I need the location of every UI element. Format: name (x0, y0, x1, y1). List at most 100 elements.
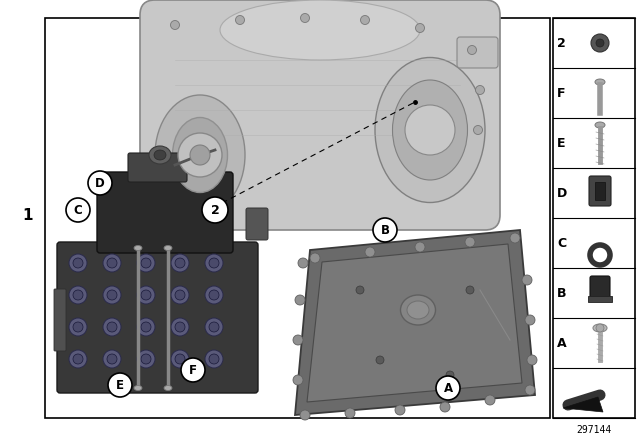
Circle shape (345, 408, 355, 418)
Circle shape (301, 13, 310, 22)
Polygon shape (563, 397, 603, 412)
Circle shape (103, 254, 121, 272)
Circle shape (103, 350, 121, 368)
Circle shape (293, 375, 303, 385)
Circle shape (73, 258, 83, 268)
Circle shape (360, 16, 369, 25)
Text: B: B (381, 224, 390, 237)
Ellipse shape (595, 122, 605, 128)
Circle shape (596, 39, 604, 47)
Circle shape (209, 322, 219, 332)
Circle shape (171, 286, 189, 304)
Bar (588, 296, 612, 302)
Circle shape (171, 350, 189, 368)
FancyBboxPatch shape (54, 289, 66, 351)
Polygon shape (307, 244, 522, 402)
Circle shape (525, 315, 535, 325)
FancyBboxPatch shape (246, 208, 268, 240)
Circle shape (310, 253, 320, 263)
Circle shape (137, 254, 155, 272)
Circle shape (405, 105, 455, 155)
Circle shape (107, 354, 117, 364)
Ellipse shape (155, 95, 245, 215)
Circle shape (205, 350, 223, 368)
Bar (553, 18, 635, 418)
Circle shape (66, 198, 90, 222)
Circle shape (170, 21, 179, 30)
Bar (45, 18, 550, 418)
Circle shape (295, 295, 305, 305)
Circle shape (527, 355, 537, 365)
Circle shape (485, 395, 495, 405)
Circle shape (298, 258, 308, 268)
Text: D: D (557, 186, 567, 199)
Circle shape (171, 254, 189, 272)
Circle shape (73, 322, 83, 332)
Ellipse shape (595, 79, 605, 85)
Ellipse shape (134, 385, 142, 391)
Text: 2: 2 (557, 36, 566, 49)
Circle shape (69, 350, 87, 368)
Circle shape (175, 354, 185, 364)
Circle shape (300, 410, 310, 420)
Text: D: D (95, 177, 105, 190)
Text: A: A (557, 336, 566, 349)
Circle shape (141, 322, 151, 332)
Circle shape (415, 242, 425, 252)
Ellipse shape (154, 150, 166, 160)
Circle shape (376, 356, 384, 364)
Text: E: E (557, 137, 566, 150)
Circle shape (141, 258, 151, 268)
Circle shape (209, 258, 219, 268)
Polygon shape (295, 230, 535, 415)
Text: F: F (189, 363, 197, 376)
FancyBboxPatch shape (97, 172, 233, 253)
Circle shape (107, 322, 117, 332)
Circle shape (107, 290, 117, 300)
Circle shape (356, 286, 364, 294)
Circle shape (103, 318, 121, 336)
Circle shape (141, 354, 151, 364)
Circle shape (103, 286, 121, 304)
Circle shape (510, 233, 520, 243)
FancyBboxPatch shape (590, 276, 610, 300)
Ellipse shape (220, 0, 420, 60)
Circle shape (467, 46, 477, 55)
Circle shape (137, 318, 155, 336)
Circle shape (525, 385, 535, 395)
Circle shape (474, 125, 483, 134)
Ellipse shape (407, 301, 429, 319)
Circle shape (202, 197, 228, 223)
Text: 297144: 297144 (577, 425, 612, 435)
Circle shape (415, 23, 424, 33)
Circle shape (181, 358, 205, 382)
Circle shape (205, 318, 223, 336)
Text: E: E (116, 379, 124, 392)
Text: B: B (557, 287, 566, 300)
Ellipse shape (164, 385, 172, 391)
Circle shape (440, 402, 450, 412)
Circle shape (596, 324, 604, 332)
Text: A: A (444, 382, 452, 395)
Text: 1: 1 (23, 207, 33, 223)
Circle shape (209, 354, 219, 364)
Circle shape (69, 318, 87, 336)
Circle shape (436, 376, 460, 400)
Ellipse shape (375, 57, 485, 202)
Circle shape (108, 373, 132, 397)
Circle shape (171, 318, 189, 336)
Circle shape (446, 371, 454, 379)
Ellipse shape (149, 146, 171, 164)
Circle shape (205, 286, 223, 304)
Circle shape (69, 254, 87, 272)
Ellipse shape (593, 324, 607, 332)
FancyBboxPatch shape (457, 37, 498, 68)
Circle shape (107, 258, 117, 268)
Text: F: F (557, 86, 566, 99)
Circle shape (175, 258, 185, 268)
Circle shape (293, 335, 303, 345)
Ellipse shape (164, 246, 172, 250)
Circle shape (69, 286, 87, 304)
Circle shape (175, 322, 185, 332)
FancyBboxPatch shape (140, 0, 500, 230)
